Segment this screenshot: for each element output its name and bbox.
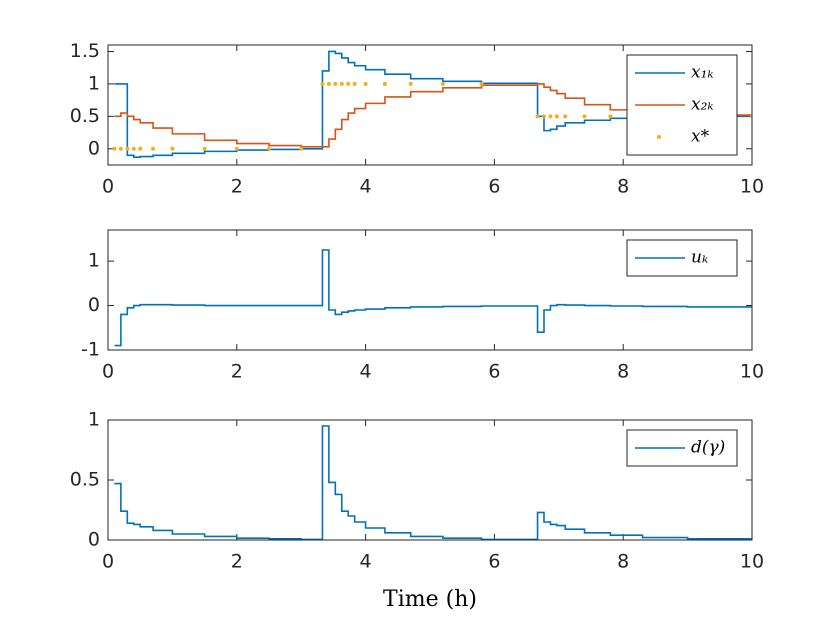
y-tick-label: -1 xyxy=(81,339,100,361)
series-line xyxy=(114,50,752,159)
setpoint-dot xyxy=(299,146,304,151)
setpoint-dot xyxy=(382,81,387,86)
x-tick-label: 4 xyxy=(360,361,372,383)
x-tick-label: 0 xyxy=(102,361,114,383)
y-tick-label: 1.5 xyxy=(70,40,100,62)
x-tick-label: 6 xyxy=(488,361,500,383)
setpoint-dot xyxy=(151,146,156,151)
x-tick-label: 6 xyxy=(488,551,500,573)
x-tick-label: 8 xyxy=(617,551,629,573)
setpoint-dot xyxy=(608,114,613,119)
setpoint-dot xyxy=(535,114,540,119)
x-tick-label: 2 xyxy=(231,176,243,198)
x-tick-label: 8 xyxy=(617,361,629,383)
x-tick-label: 10 xyxy=(740,176,764,198)
setpoint-dot xyxy=(125,146,130,151)
setpoint-dot xyxy=(352,81,357,86)
y-tick-label: 0 xyxy=(88,529,100,551)
y-tick-label: 1 xyxy=(88,409,100,431)
setpoint-dot xyxy=(363,81,368,86)
setpoint-dot xyxy=(479,81,484,86)
setpoint-dot xyxy=(267,146,271,151)
y-tick-label: 1 xyxy=(88,250,100,272)
setpoint-dot xyxy=(112,146,117,151)
x-tick-label: 2 xyxy=(231,551,243,573)
x-tick-label: 6 xyxy=(488,176,500,198)
setpoint-dot xyxy=(582,114,587,119)
setpoint-dot xyxy=(408,81,413,86)
legend-label: x₂ₖ xyxy=(691,95,714,115)
setpoint-dot xyxy=(202,146,207,151)
setpoint-dot xyxy=(118,146,123,151)
setpoint-dot xyxy=(339,81,344,86)
x-tick-label: 4 xyxy=(360,176,372,198)
setpoint-dot xyxy=(554,114,559,119)
x-tick-label: 4 xyxy=(360,551,372,573)
x-tick-label: 10 xyxy=(740,361,764,383)
setpoint-dot xyxy=(563,114,568,119)
axes-frame xyxy=(107,44,753,166)
setpoint-dot xyxy=(138,146,143,151)
legend-label: d(γ) xyxy=(691,438,725,458)
setpoint-dot xyxy=(548,114,553,119)
axes-frame xyxy=(107,229,753,351)
legend-label: x* xyxy=(691,127,710,147)
setpoint-dot xyxy=(170,146,175,151)
legend-swatch xyxy=(657,135,661,139)
y-tick-label: 0 xyxy=(88,294,100,316)
y-tick-label: 0.5 xyxy=(70,469,100,491)
setpoint-dot xyxy=(541,114,546,119)
series-line xyxy=(114,83,752,148)
x-axis-label: Time (h) xyxy=(383,587,477,612)
setpoint-dot xyxy=(131,146,136,151)
setpoint-dot xyxy=(320,81,325,86)
series-line xyxy=(114,249,752,347)
series-line xyxy=(114,425,752,540)
setpoint-dot xyxy=(440,81,445,86)
x-tick-label: 8 xyxy=(617,176,629,198)
setpoint-dot xyxy=(346,81,351,86)
x-tick-label: 2 xyxy=(231,361,243,383)
x-tick-label: 0 xyxy=(102,551,114,573)
legend-label: x₁ₖ xyxy=(691,63,714,83)
setpoint-dot xyxy=(234,146,239,151)
setpoint-dot xyxy=(333,81,338,86)
x-tick-label: 0 xyxy=(102,176,114,198)
x-tick-label: 10 xyxy=(740,551,764,573)
y-tick-label: 1 xyxy=(88,72,100,94)
y-tick-label: 0.5 xyxy=(70,105,100,127)
legend-label: uₖ xyxy=(691,248,708,268)
setpoint-dot xyxy=(326,81,331,86)
axes-frame xyxy=(107,419,753,541)
y-tick-label: 0 xyxy=(88,137,100,159)
